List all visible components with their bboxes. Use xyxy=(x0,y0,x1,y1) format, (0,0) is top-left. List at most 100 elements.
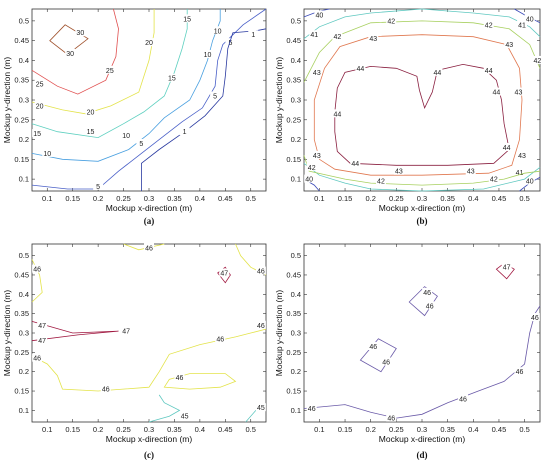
panel-caption: (a) xyxy=(144,216,155,226)
contour-label: 5 xyxy=(139,141,143,148)
panel-caption: (c) xyxy=(144,450,154,460)
contour-label-bg xyxy=(375,176,386,185)
contour-line-20 xyxy=(31,9,155,115)
contour-label-bg xyxy=(85,107,96,116)
contour-label-bg xyxy=(144,38,154,47)
contour-label: 47 xyxy=(38,323,46,330)
contour-panel-c: 0.1 0.15 0.2 0.25 0.3 0.35 0.4 0.45 0.5 0.1 0.15 0.… xyxy=(2,243,267,460)
x-tick-label: 0.1 xyxy=(314,425,324,434)
x-tick-label: 0.35 xyxy=(440,194,455,203)
contour-label: 45 xyxy=(181,414,189,421)
y-tick-label: 0.35 xyxy=(286,76,301,85)
y-tick-label: 0.15 xyxy=(286,155,301,164)
x-tick-label: 0.25 xyxy=(389,425,404,434)
contour-label: 42 xyxy=(333,34,341,41)
contour-line-46 xyxy=(123,243,165,251)
contour-label-bg xyxy=(432,67,443,76)
contour-label: 46 xyxy=(257,269,265,276)
contour-label-bg xyxy=(210,91,221,100)
contour-label-bg xyxy=(332,32,343,41)
y-tick-label: 0.3 xyxy=(19,96,29,105)
x-tick-label: 0.15 xyxy=(65,194,80,203)
y-axis-label: Mockup y-direction (m) xyxy=(274,57,284,144)
contour-label: 10 xyxy=(43,151,51,158)
contour-label: 46 xyxy=(102,387,110,394)
contour-label: 20 xyxy=(87,109,95,116)
x-tick-label: 0.3 xyxy=(417,425,427,434)
contour-label-bg xyxy=(37,320,48,329)
contour-label-bg xyxy=(306,403,317,412)
contour-label: 43 xyxy=(395,169,403,176)
contour-label-bg xyxy=(93,181,104,190)
contour-label-bg xyxy=(422,287,433,296)
contour-label: 46 xyxy=(516,369,524,376)
x-tick-label: 0.3 xyxy=(417,194,427,203)
y-tick-label: 0.2 xyxy=(291,367,301,376)
contour-label: 46 xyxy=(387,416,395,423)
x-tick-label: 0.15 xyxy=(338,425,353,434)
contour-label: 44 xyxy=(333,111,341,118)
contour-label: 44 xyxy=(492,90,500,97)
contour-label-bg xyxy=(306,162,317,171)
x-tick-label: 0.2 xyxy=(93,425,103,434)
contour-label-bg xyxy=(304,174,315,183)
contour-label: 43 xyxy=(369,36,377,43)
y-tick-label: 0.1 xyxy=(291,406,301,415)
contour-label: 46 xyxy=(145,245,153,252)
y-tick-label: 0.5 xyxy=(291,251,301,260)
y-tick-label: 0.2 xyxy=(291,135,301,144)
y-tick-label: 0.45 xyxy=(286,36,301,45)
contour-label-bg xyxy=(32,353,43,362)
contour-label: 42 xyxy=(308,165,316,172)
contour-label-bg xyxy=(255,266,266,275)
y-tick-label: 0.5 xyxy=(19,16,29,25)
y-tick-label: 0.45 xyxy=(286,270,301,279)
contour-label: 1 xyxy=(251,32,255,39)
x-tick-label: 0.25 xyxy=(389,194,404,203)
contour-label: 40 xyxy=(315,12,323,19)
contour-label: 1 xyxy=(183,129,187,136)
x-tick-label: 0.1 xyxy=(314,194,324,203)
x-tick-label: 0.5 xyxy=(519,194,529,203)
contour-label-bg xyxy=(488,174,499,183)
contour-label-bg xyxy=(32,264,43,273)
contour-line-44 xyxy=(334,63,510,166)
contour-label: 46 xyxy=(216,336,224,343)
x-tick-label: 0.45 xyxy=(492,194,507,203)
y-tick-label: 0.15 xyxy=(14,155,29,164)
contour-line-47 xyxy=(31,321,119,342)
contour-label: 15 xyxy=(183,16,191,23)
contour-label: 43 xyxy=(313,153,321,160)
contour-label: 43 xyxy=(515,90,523,97)
y-tick-label: 0.15 xyxy=(14,387,29,396)
contour-label: 46 xyxy=(257,323,265,330)
contour-label: 42 xyxy=(490,177,498,184)
contour-label: 5 xyxy=(96,184,100,191)
contour-label: 46 xyxy=(369,344,377,351)
contour-label: 46 xyxy=(33,356,41,363)
y-tick-label: 0.3 xyxy=(291,329,301,338)
y-tick-label: 0.5 xyxy=(19,251,29,260)
y-tick-label: 0.45 xyxy=(14,270,29,279)
contour-label: 41 xyxy=(518,22,526,29)
contour-line-46 xyxy=(31,328,267,392)
contour-label: 44 xyxy=(351,161,359,168)
y-tick-label: 0.25 xyxy=(14,115,29,124)
y-tick-label: 0.45 xyxy=(14,36,29,45)
x-axis-label: Mockup x-direction (m) xyxy=(106,203,193,213)
contour-label-bg xyxy=(514,367,525,376)
contour-label: 10 xyxy=(204,52,212,59)
contour-label: 43 xyxy=(313,70,321,77)
x-tick-label: 0.15 xyxy=(65,425,80,434)
contour-label-bg xyxy=(219,268,230,277)
contour-label-bg xyxy=(311,150,322,159)
contour-panel-b: 0.1 0.15 0.2 0.25 0.3 0.35 0.4 0.45 0.5 0.1 0.15 0.… xyxy=(274,8,543,226)
y-tick-label: 0.15 xyxy=(286,387,301,396)
panel-caption: (d) xyxy=(417,450,428,460)
y-tick-label: 0.35 xyxy=(286,309,301,318)
x-tick-label: 0.45 xyxy=(218,425,233,434)
x-tick-label: 0.3 xyxy=(144,425,154,434)
contour-label: 25 xyxy=(106,68,114,75)
contour-label-bg xyxy=(517,150,528,159)
